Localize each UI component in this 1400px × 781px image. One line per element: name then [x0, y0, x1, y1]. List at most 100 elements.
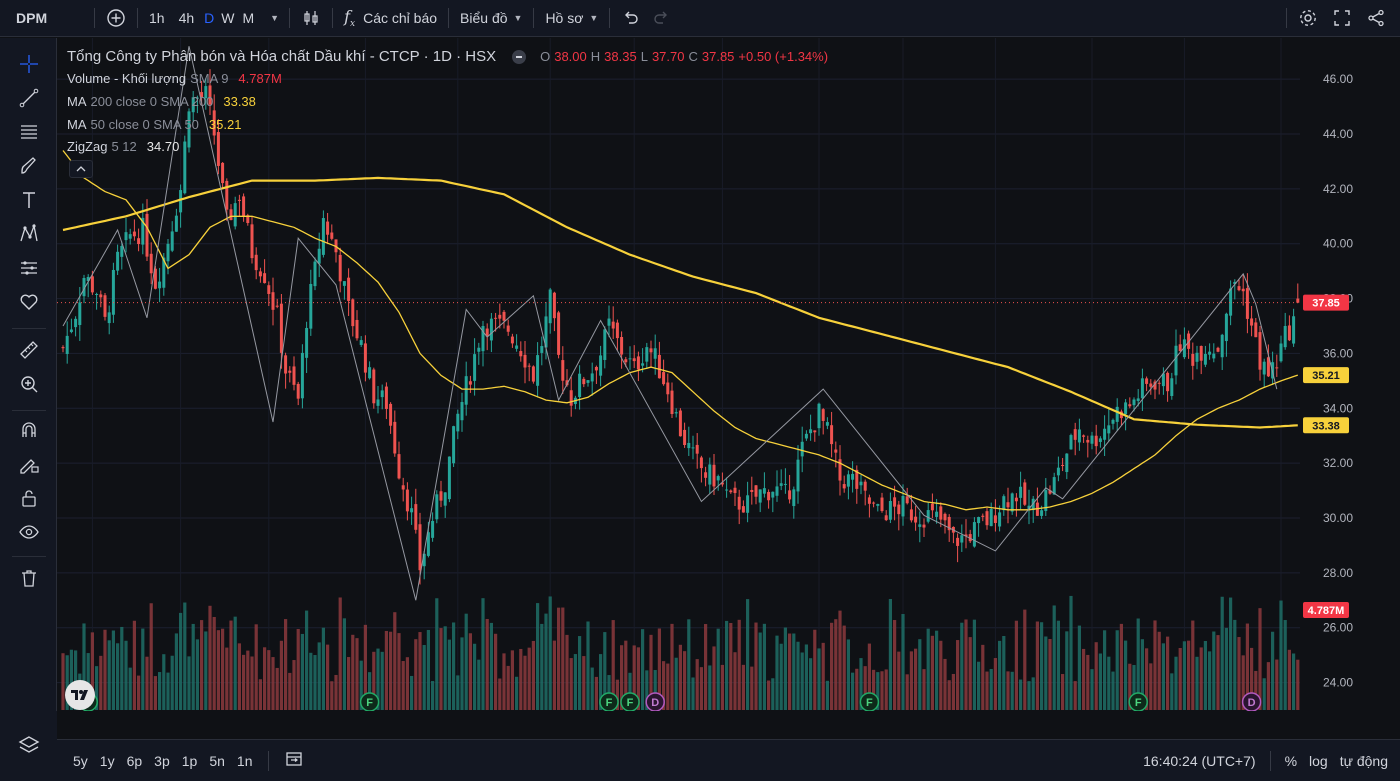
candle-body	[498, 314, 502, 319]
volume-bar	[439, 628, 443, 710]
volume-bar	[401, 661, 405, 710]
candle-body	[267, 285, 271, 294]
symbol-search[interactable]: DPM	[0, 0, 90, 37]
settings-button[interactable]	[1291, 0, 1325, 37]
candle-body	[200, 92, 204, 98]
range-5d[interactable]: 5n	[209, 752, 225, 769]
candle-body	[279, 303, 283, 353]
candle-body	[95, 294, 99, 296]
lock-drawings-tool[interactable]	[14, 450, 44, 478]
volume-bar	[1044, 636, 1048, 710]
candle-body	[489, 318, 493, 341]
interval-dropdown[interactable]: ▼	[258, 0, 285, 37]
legend-ma200[interactable]: MA 200 close 0 SMA 200 33.38	[67, 94, 256, 109]
lock-tool[interactable]	[14, 484, 44, 512]
brush-tool[interactable]	[14, 152, 44, 180]
auto-scale-toggle[interactable]: tự động	[1339, 752, 1388, 769]
volume-bar	[338, 597, 342, 710]
volume-bar	[1250, 647, 1254, 710]
profile-label: Hồ sơ	[545, 10, 584, 26]
range-6m[interactable]: 6p	[126, 752, 143, 769]
indicators-button[interactable]: fx Các chỉ báo	[337, 0, 444, 37]
candle-body	[229, 209, 233, 221]
interval-d[interactable]: D	[201, 0, 217, 37]
divider	[12, 556, 46, 557]
profile-menu-button[interactable]: Hồ sơ ▼	[538, 0, 605, 37]
undo-icon	[625, 11, 639, 24]
clock[interactable]: 16:40:24 (UTC+7)	[1143, 752, 1256, 769]
volume-bar	[968, 637, 972, 710]
marker-letter: F	[366, 697, 373, 709]
volume-bar	[733, 652, 737, 710]
candle-body	[1149, 383, 1153, 387]
candle-body	[1056, 467, 1060, 476]
volume-bar	[964, 619, 968, 710]
brush-icon	[21, 157, 36, 174]
divider	[289, 8, 291, 28]
chart-style-button[interactable]	[294, 0, 328, 37]
volume-bar	[263, 647, 267, 710]
volume-bar	[183, 602, 187, 710]
interval-1h[interactable]: 1h	[142, 0, 172, 37]
candle-body	[1254, 322, 1258, 338]
date-range-button[interactable]	[279, 750, 309, 771]
share-button[interactable]	[1359, 0, 1400, 37]
legend-menu-icon[interactable]	[512, 49, 527, 64]
volume-bar	[792, 633, 796, 710]
fullscreen-button[interactable]	[1325, 0, 1359, 37]
volume-bar	[737, 619, 741, 710]
magnet-tool[interactable]	[14, 416, 44, 444]
log-scale-toggle[interactable]: log	[1309, 752, 1328, 769]
prediction-tool[interactable]	[14, 254, 44, 282]
fib-tool[interactable]	[14, 118, 44, 146]
candle-body	[1153, 381, 1157, 390]
legend-zigzag[interactable]: ZigZag 5 12 34.70	[67, 139, 179, 154]
collapse-legend-button[interactable]	[69, 160, 93, 178]
volume-bar	[998, 640, 1002, 710]
pattern-tool[interactable]	[14, 220, 44, 248]
candle-body	[82, 278, 86, 297]
volume-bar	[657, 628, 661, 710]
price-chart[interactable]: FFFFDFFD 24.0026.0028.0030.0032.0034.003…	[57, 38, 1400, 711]
zoom-tool[interactable]	[14, 370, 44, 398]
interval-m[interactable]: M	[239, 0, 259, 37]
volume-bar	[284, 619, 288, 710]
undo-button[interactable]	[614, 0, 646, 37]
volume-bar	[389, 631, 393, 710]
visibility-tool[interactable]	[14, 518, 44, 546]
range-5y[interactable]: 5y	[73, 752, 88, 769]
icon-tool[interactable]	[14, 288, 44, 316]
interval-w[interactable]: W	[217, 0, 238, 37]
measure-tool[interactable]	[14, 336, 44, 364]
price-axis[interactable]: 24.0026.0028.0030.0032.0034.0036.0038.00…	[1300, 38, 1400, 711]
ma50-badge	[1303, 367, 1349, 384]
tradingview-logo[interactable]	[65, 680, 95, 710]
compare-button[interactable]	[99, 0, 133, 37]
volume-bar	[351, 634, 355, 710]
candle-body	[666, 382, 670, 395]
range-3m[interactable]: 3p	[154, 752, 170, 769]
chart-menu-button[interactable]: Biểu đồ ▼	[453, 0, 529, 37]
chart-pane[interactable]: FFFFDFFD 24.0026.0028.0030.0032.0034.003…	[57, 38, 1400, 711]
volume-bar	[783, 627, 787, 710]
volume-bar	[876, 672, 880, 710]
legend-ma50[interactable]: MA 50 close 0 SMA 50 35.21	[67, 117, 241, 132]
layers-button[interactable]	[17, 733, 41, 760]
percent-scale-toggle[interactable]: %	[1284, 752, 1298, 769]
trendline-tool[interactable]	[14, 84, 44, 112]
range-1m[interactable]: 1p	[181, 752, 198, 769]
volume-bar	[1287, 649, 1291, 710]
crosshair-tool[interactable]	[14, 50, 44, 78]
interval-4h[interactable]: 4h	[172, 0, 202, 37]
candle-body	[1292, 316, 1296, 344]
range-1y[interactable]: 1y	[99, 752, 115, 769]
tv-logo-icon	[71, 690, 88, 700]
candle-body	[561, 360, 565, 381]
delete-tool[interactable]	[14, 564, 44, 592]
redo-button[interactable]	[646, 0, 678, 37]
candle-body	[233, 203, 237, 227]
text-tool[interactable]	[14, 186, 44, 214]
volume-bar	[628, 672, 632, 710]
legend-volume[interactable]: Volume - Khối lượng SMA 9 4.787M	[67, 71, 282, 86]
range-1d[interactable]: 1n	[236, 752, 253, 769]
